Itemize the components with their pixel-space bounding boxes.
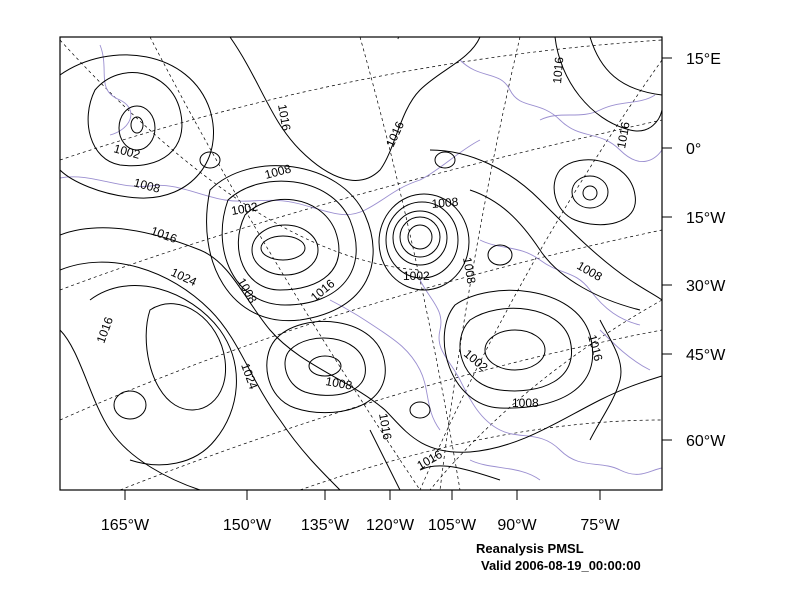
contour-label: 1002 (112, 141, 142, 162)
contour-label: 1016 (308, 276, 338, 304)
contour-label: 1008 (431, 195, 459, 211)
bottom-axis: 165°W 150°W 135°W 120°W 105°W 90°W 75°W (101, 490, 621, 534)
lat-tick-label: 30°W (686, 278, 726, 295)
contour-label: 1008 (263, 161, 293, 182)
contour-label: 1024 (169, 265, 199, 289)
contour-label: 1016 (275, 103, 293, 132)
lon-tick-label: 90°W (497, 517, 537, 534)
contour-label: 1008 (512, 396, 539, 410)
contour-label: 1016 (149, 224, 179, 246)
contour-label: 1008 (575, 258, 605, 284)
contour-label: 1016 (550, 56, 566, 84)
lat-tick-label: 0° (686, 141, 701, 158)
lon-tick-label: 165°W (101, 517, 150, 534)
lon-tick-label: 75°W (580, 517, 620, 534)
contour-label: 1002 (403, 269, 430, 283)
contour-label: 1016 (376, 412, 394, 441)
contour-label: 1008 (460, 256, 478, 285)
contour-label: 1024 (238, 361, 260, 391)
lon-tick-label: 120°W (366, 517, 415, 534)
lon-tick-label: 105°W (428, 517, 477, 534)
contour-label: 1008 (234, 276, 260, 306)
contour-label: 1008 (324, 374, 353, 392)
contour-label: 1016 (383, 119, 407, 149)
contour-label: 1016 (94, 315, 116, 345)
map-frame (59, 36, 663, 491)
map-field: 1002 1008 1016 1016 1016 1016 1008 1002 … (60, 11, 662, 490)
contour-labels: 1002 1008 1016 1016 1016 1016 1008 1002 … (94, 11, 633, 473)
caption-title: Reanalysis PMSL (476, 541, 584, 556)
contour-label: 1016 (585, 333, 606, 363)
contour-label: 1016 (614, 120, 632, 149)
lat-tick-label: 15°E (686, 51, 721, 68)
lat-tick-label: 60°W (686, 433, 726, 450)
lon-tick-label: 150°W (223, 517, 272, 534)
isobars (60, 37, 662, 490)
contour-label: 1016 (388, 11, 410, 41)
contour-label: 1002 (230, 199, 259, 217)
contour-label: 1008 (132, 175, 162, 196)
lon-tick-label: 135°W (301, 517, 350, 534)
lat-tick-label: 15°W (686, 210, 726, 227)
lat-tick-label: 45°W (686, 347, 726, 364)
graticule (60, 37, 662, 490)
caption-valid-time: Valid 2006-08-19_00:00:00 (481, 558, 641, 573)
right-axis: 15°E 0° 15°W 30°W 45°W 60°W (662, 51, 726, 450)
